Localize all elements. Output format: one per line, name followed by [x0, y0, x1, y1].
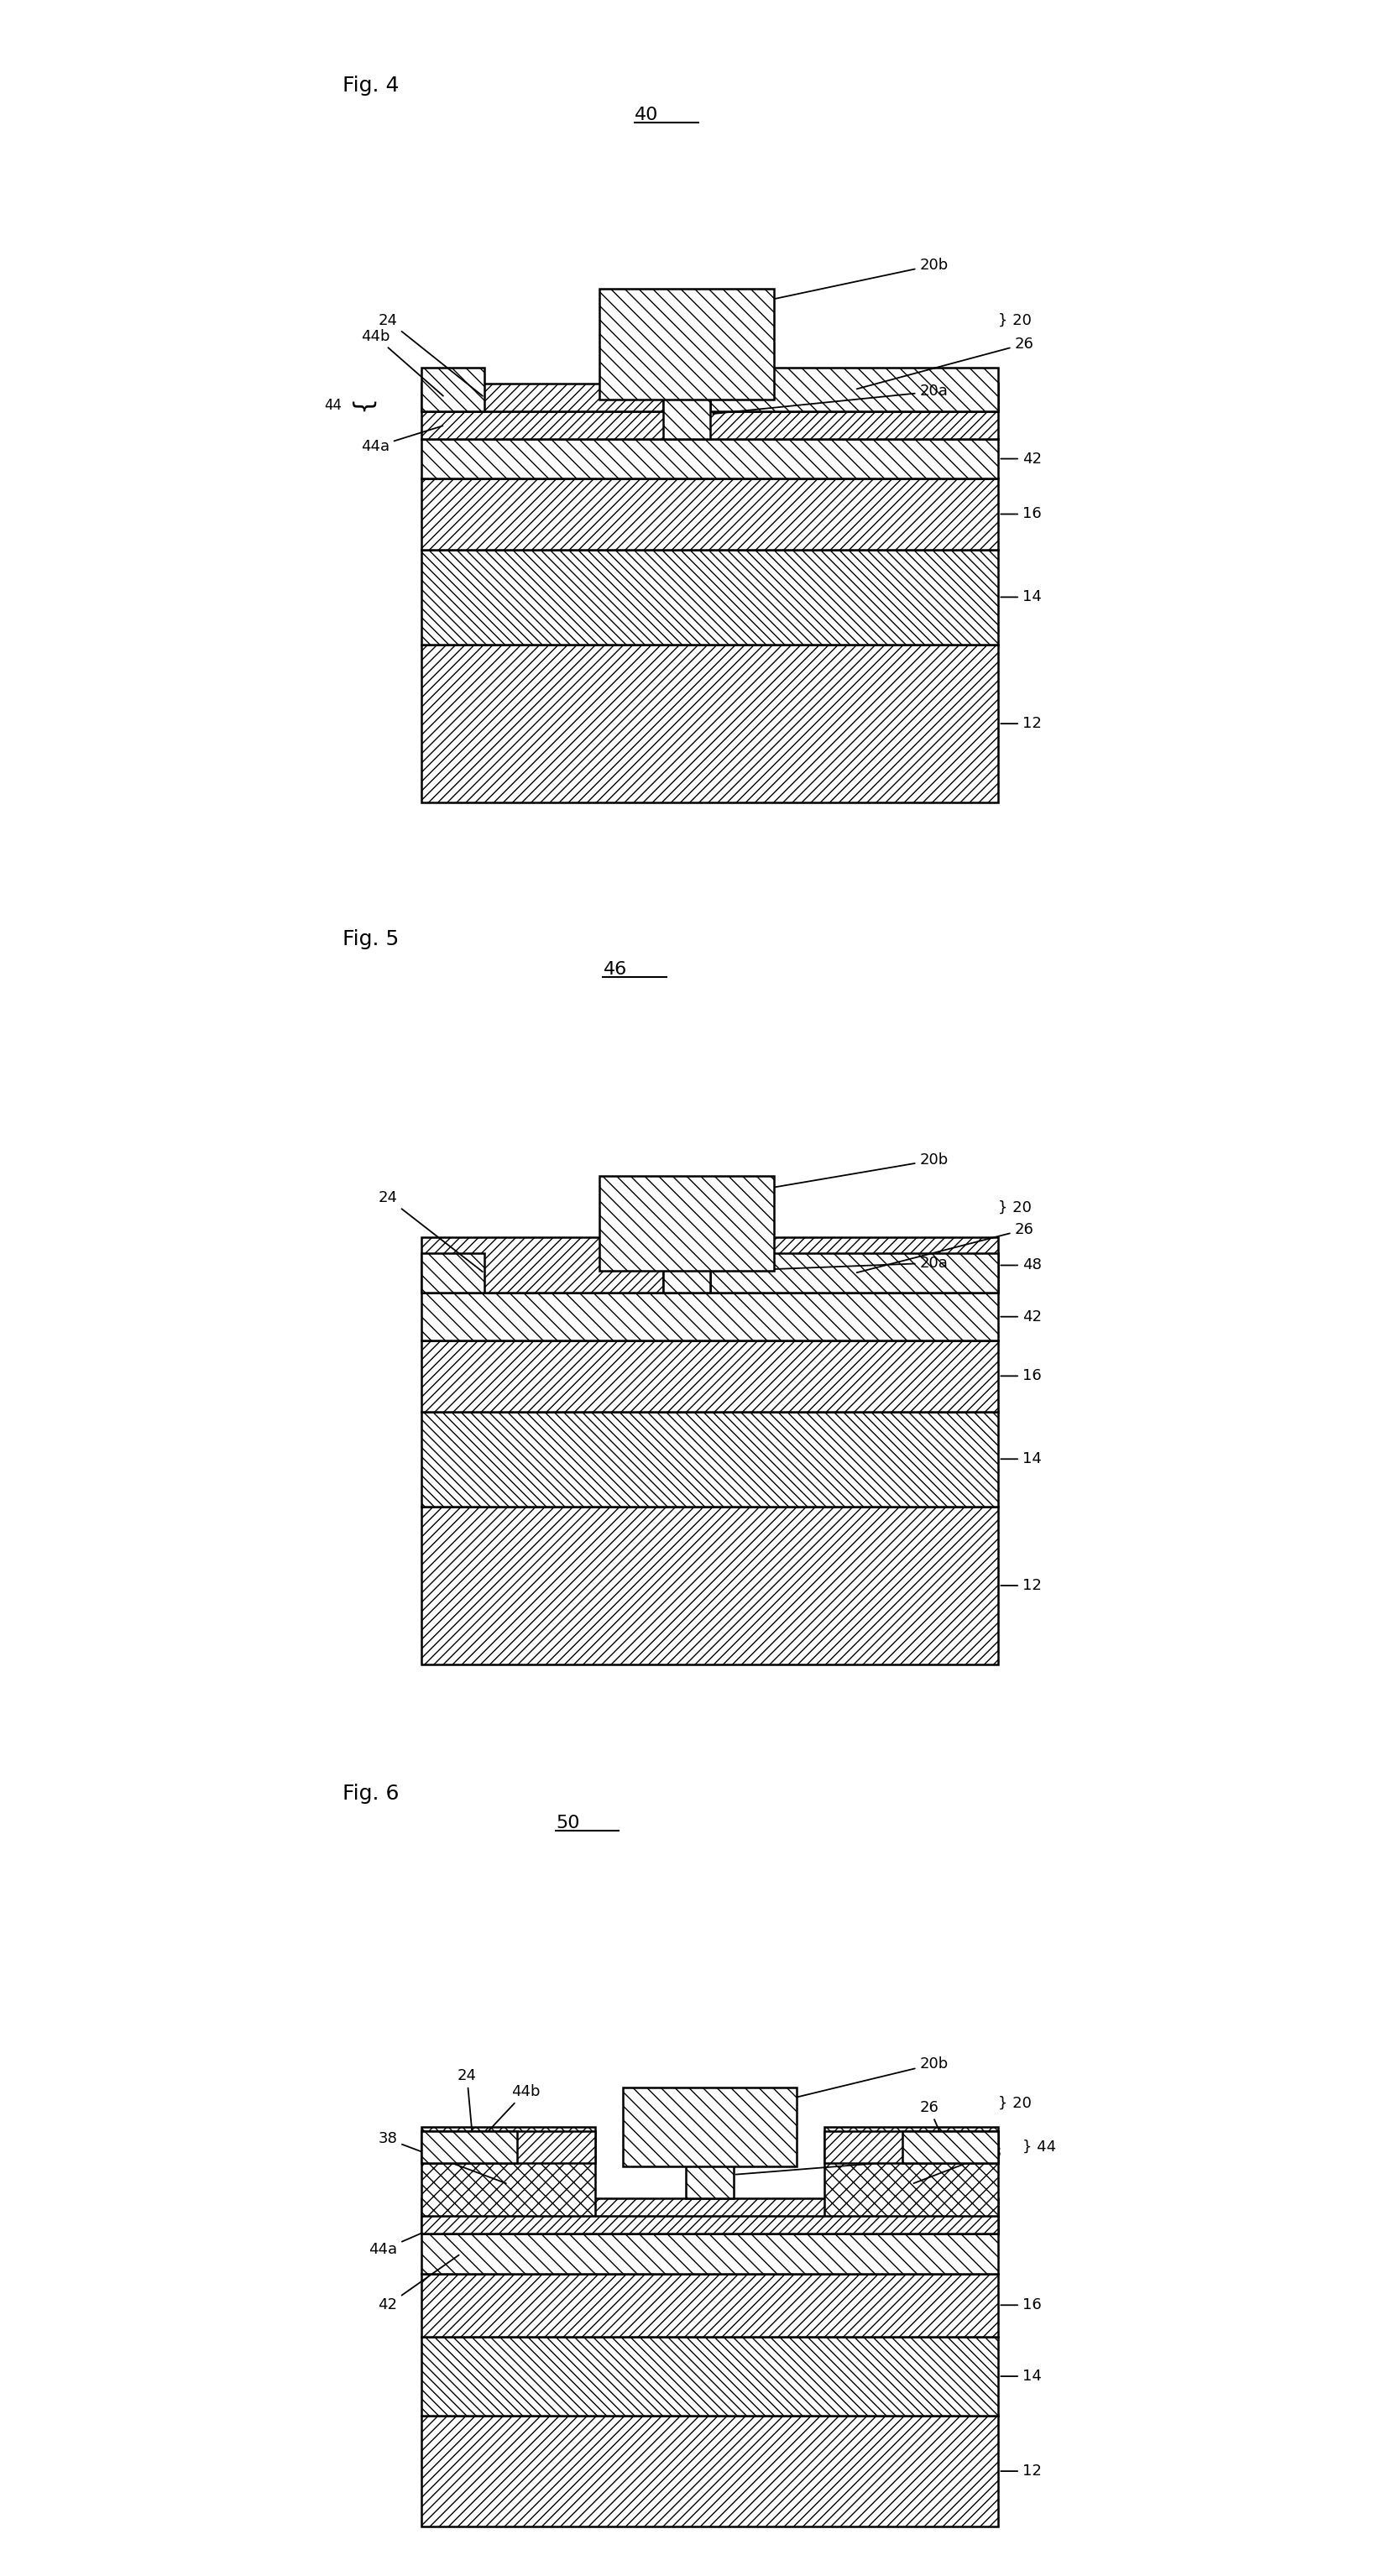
- Text: 44: 44: [324, 399, 342, 412]
- Bar: [711, 1236, 998, 1293]
- Text: 12: 12: [1001, 1579, 1041, 1592]
- Bar: [422, 1340, 998, 1412]
- Bar: [422, 2416, 998, 2527]
- Bar: [422, 2275, 998, 2336]
- Bar: [422, 2197, 998, 2233]
- Text: 48: 48: [1001, 1257, 1041, 1273]
- Bar: [711, 384, 998, 412]
- Bar: [422, 1255, 484, 1293]
- Bar: [422, 2233, 998, 2275]
- Text: 42: 42: [1001, 451, 1041, 466]
- Text: 44a: 44a: [369, 2218, 459, 2257]
- Bar: [422, 438, 998, 479]
- Text: {: {: [350, 394, 374, 412]
- Text: 26: 26: [857, 337, 1033, 389]
- Bar: [600, 289, 773, 399]
- Bar: [711, 1255, 998, 1293]
- Text: 40: 40: [635, 106, 659, 124]
- Text: 24: 24: [378, 1190, 483, 1273]
- Text: Fig. 4: Fig. 4: [342, 75, 399, 95]
- Bar: [422, 644, 998, 804]
- Text: 38: 38: [914, 2146, 1002, 2184]
- Text: 20a: 20a: [713, 384, 948, 415]
- Bar: [663, 368, 711, 438]
- Text: 24: 24: [378, 312, 483, 397]
- Text: 20a: 20a: [713, 1255, 948, 1273]
- Bar: [825, 2130, 998, 2164]
- Text: 20a: 20a: [736, 2151, 948, 2174]
- Text: 46: 46: [603, 961, 627, 979]
- Text: 38: 38: [378, 2130, 505, 2184]
- Text: 44b: 44b: [360, 330, 443, 397]
- Bar: [711, 368, 998, 412]
- Bar: [422, 2336, 998, 2416]
- Bar: [422, 1236, 663, 1293]
- Text: 12: 12: [1001, 2463, 1041, 2478]
- Text: 24: 24: [458, 2069, 476, 2146]
- Text: } 44: } 44: [1022, 2141, 1055, 2154]
- Text: 16: 16: [1001, 507, 1041, 523]
- Bar: [422, 549, 998, 644]
- Text: 16: 16: [1001, 1368, 1041, 1383]
- Text: 16: 16: [1001, 2298, 1041, 2313]
- Bar: [422, 368, 484, 412]
- Text: 44a: 44a: [362, 425, 443, 453]
- Text: } 20: } 20: [998, 2097, 1032, 2110]
- Bar: [600, 1175, 773, 1270]
- Text: } 20: } 20: [998, 312, 1032, 327]
- Text: 20b: 20b: [750, 1151, 948, 1190]
- Text: 42: 42: [1001, 1309, 1041, 1324]
- Bar: [422, 2215, 998, 2233]
- Text: 20b: 20b: [773, 2056, 948, 2102]
- Bar: [903, 2130, 998, 2164]
- Bar: [422, 412, 998, 438]
- Text: 14: 14: [1001, 1450, 1041, 1466]
- Text: 14: 14: [1001, 2370, 1041, 2383]
- Text: 50: 50: [556, 1816, 579, 1832]
- Bar: [422, 1412, 998, 1507]
- Text: 26: 26: [920, 2099, 945, 2146]
- Bar: [422, 2130, 595, 2164]
- Text: Fig. 6: Fig. 6: [342, 1783, 399, 1803]
- Bar: [623, 2087, 797, 2166]
- Bar: [422, 2128, 595, 2233]
- Bar: [422, 1293, 998, 1340]
- Bar: [422, 2130, 517, 2164]
- Text: 26: 26: [857, 1221, 1033, 1273]
- Text: 12: 12: [1001, 716, 1041, 732]
- Text: } 20: } 20: [998, 1200, 1032, 1216]
- Text: 14: 14: [1001, 590, 1041, 605]
- Bar: [825, 2128, 998, 2233]
- Text: 42: 42: [378, 2254, 459, 2313]
- Bar: [687, 2120, 733, 2197]
- Bar: [422, 1507, 998, 1664]
- Text: 44b: 44b: [475, 2084, 540, 2146]
- Bar: [422, 384, 663, 412]
- Text: 20b: 20b: [750, 258, 948, 304]
- Bar: [422, 479, 998, 549]
- Bar: [663, 1221, 711, 1293]
- Text: Fig. 5: Fig. 5: [342, 930, 399, 951]
